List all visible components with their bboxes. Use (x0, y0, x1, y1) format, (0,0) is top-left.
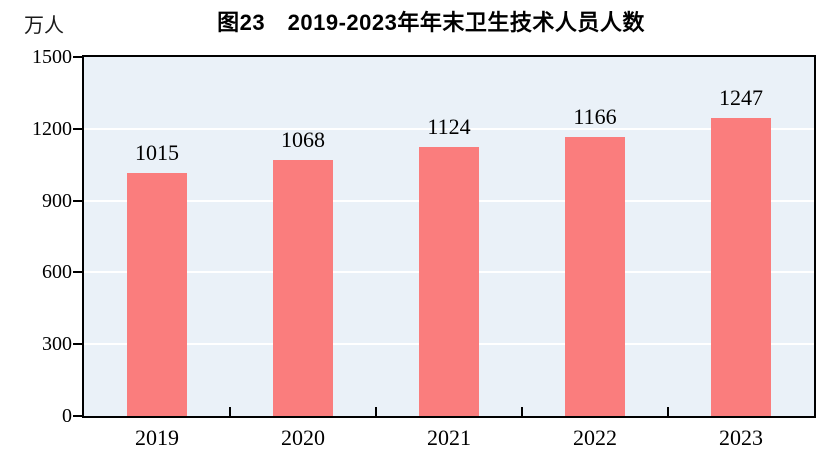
plot-area: 1015 1068 1124 1166 1247 (82, 55, 816, 418)
y-axis-tick-label: 1200 (32, 117, 72, 140)
y-axis-tick (73, 343, 82, 346)
y-axis-unit-label: 万人 (24, 15, 64, 37)
bar-value-label: 1166 (573, 103, 617, 129)
bar (273, 160, 333, 416)
x-axis-tick (521, 407, 523, 416)
y-axis-tick-label: 1500 (32, 46, 72, 68)
y-axis-tick-label: 0 (62, 405, 72, 427)
y-axis-tick-label: 300 (42, 333, 72, 356)
y-axis-tick (73, 415, 82, 417)
y-axis-tick (73, 199, 82, 202)
x-axis-tick (229, 407, 231, 416)
x-axis-label: 2019 (135, 425, 179, 450)
bar-value-label: 1124 (427, 114, 471, 139)
gridline (84, 127, 814, 130)
x-axis-label: 2023 (719, 425, 763, 450)
x-axis-tick (667, 407, 669, 416)
y-axis-tick (73, 271, 82, 274)
chart-title: 图23 2019-2023年年末卫生技术人员人数 (217, 10, 645, 35)
y-axis-tick (73, 56, 82, 58)
y-axis-tick-label: 600 (42, 261, 72, 284)
x-axis-label: 2021 (427, 425, 471, 450)
x-axis-label: 2022 (573, 425, 617, 450)
bar (565, 136, 625, 416)
bar (711, 117, 771, 416)
bar (127, 173, 187, 416)
bar-value-label: 1015 (135, 140, 179, 166)
bar (419, 147, 479, 416)
bar-value-label: 1247 (719, 84, 763, 110)
x-axis-label: 2020 (281, 425, 325, 450)
bar-value-label: 1068 (281, 127, 325, 153)
x-axis-tick (375, 407, 377, 416)
y-axis-tick-label: 900 (42, 189, 72, 212)
y-axis-tick (73, 127, 82, 130)
